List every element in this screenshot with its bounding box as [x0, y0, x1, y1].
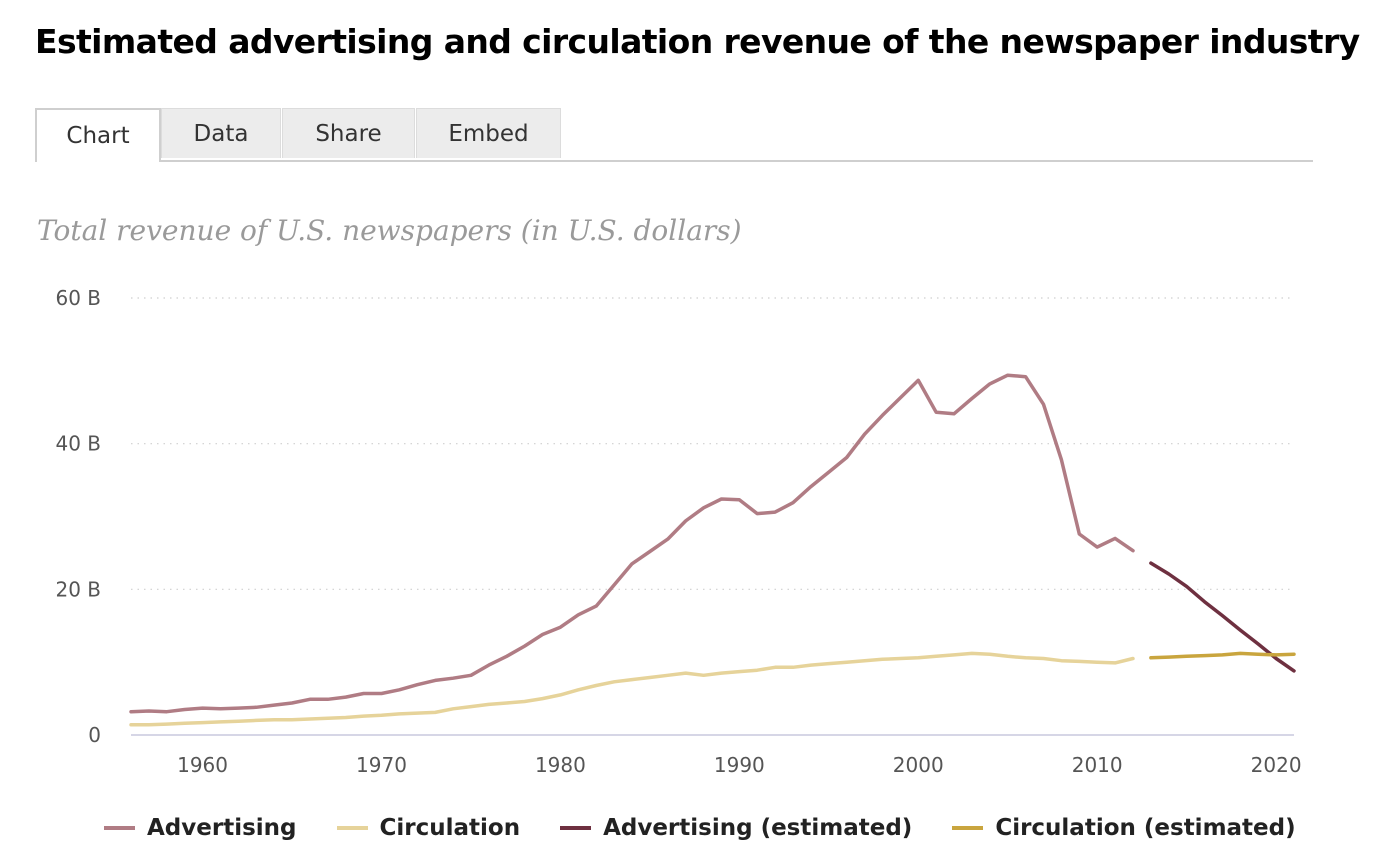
- series-line-advertising[interactable]: [129, 373, 1135, 714]
- legend-label-circulation: Circulation: [379, 815, 521, 841]
- chart-title: Estimated advertising and circulation re…: [35, 22, 1360, 61]
- x-tick-label: 1970: [356, 753, 407, 777]
- tab-chart[interactable]: Chart: [35, 108, 161, 162]
- legend-label-circulation-estimated: Circulation (estimated): [995, 815, 1296, 841]
- series-line-circulation-estimated[interactable]: [1149, 651, 1296, 660]
- y-tick-label: 40 B: [55, 432, 101, 456]
- tab-bar: Chart Data Share Embed: [35, 108, 1313, 162]
- legend-label-advertising-estimated: Advertising (estimated): [603, 815, 913, 841]
- legend-item-circulation[interactable]: Circulation: [336, 815, 521, 841]
- legend: Advertising Circulation Advertising (est…: [104, 812, 1336, 844]
- legend-label-advertising: Advertising: [147, 815, 297, 841]
- x-tick-label: 1960: [177, 753, 228, 777]
- series-lines: [129, 373, 1296, 727]
- y-tick-label: 20 B: [55, 577, 101, 601]
- line-chart: 0 20 B 40 B 60 B 1960 1970 1980 1990 2000 2010 202…: [55, 286, 1301, 777]
- y-tick-label: 60 B: [55, 286, 101, 310]
- legend-swatch-advertising-estimated: [560, 826, 592, 830]
- tab-share[interactable]: Share: [282, 108, 415, 158]
- x-tick-label: 2010: [1072, 753, 1123, 777]
- gridlines: [131, 297, 1294, 736]
- chart-subtitle: Total revenue of U.S. newspapers (in U.S…: [37, 214, 742, 247]
- x-tick-label: 2000: [893, 753, 944, 777]
- tab-embed[interactable]: Embed: [416, 108, 561, 158]
- y-tick-label: 0: [88, 723, 101, 747]
- axis-ticks: 0 20 B 40 B 60 B 1960 1970 1980 1990 2000 2010 202…: [55, 286, 1301, 777]
- series-line-circulation[interactable]: [129, 651, 1135, 727]
- legend-swatch-advertising: [104, 826, 135, 830]
- tab-data[interactable]: Data: [161, 108, 281, 158]
- x-tick-label: 2020: [1251, 753, 1302, 777]
- legend-item-advertising[interactable]: Advertising: [104, 815, 297, 841]
- x-tick-label: 1990: [714, 753, 765, 777]
- legend-swatch-circulation-estimated: [952, 826, 984, 830]
- legend-swatch-circulation: [336, 826, 368, 830]
- x-tick-label: 1980: [535, 753, 586, 777]
- legend-item-advertising-estimated[interactable]: Advertising (estimated): [560, 815, 912, 841]
- legend-item-circulation-estimated[interactable]: Circulation (estimated): [952, 815, 1296, 841]
